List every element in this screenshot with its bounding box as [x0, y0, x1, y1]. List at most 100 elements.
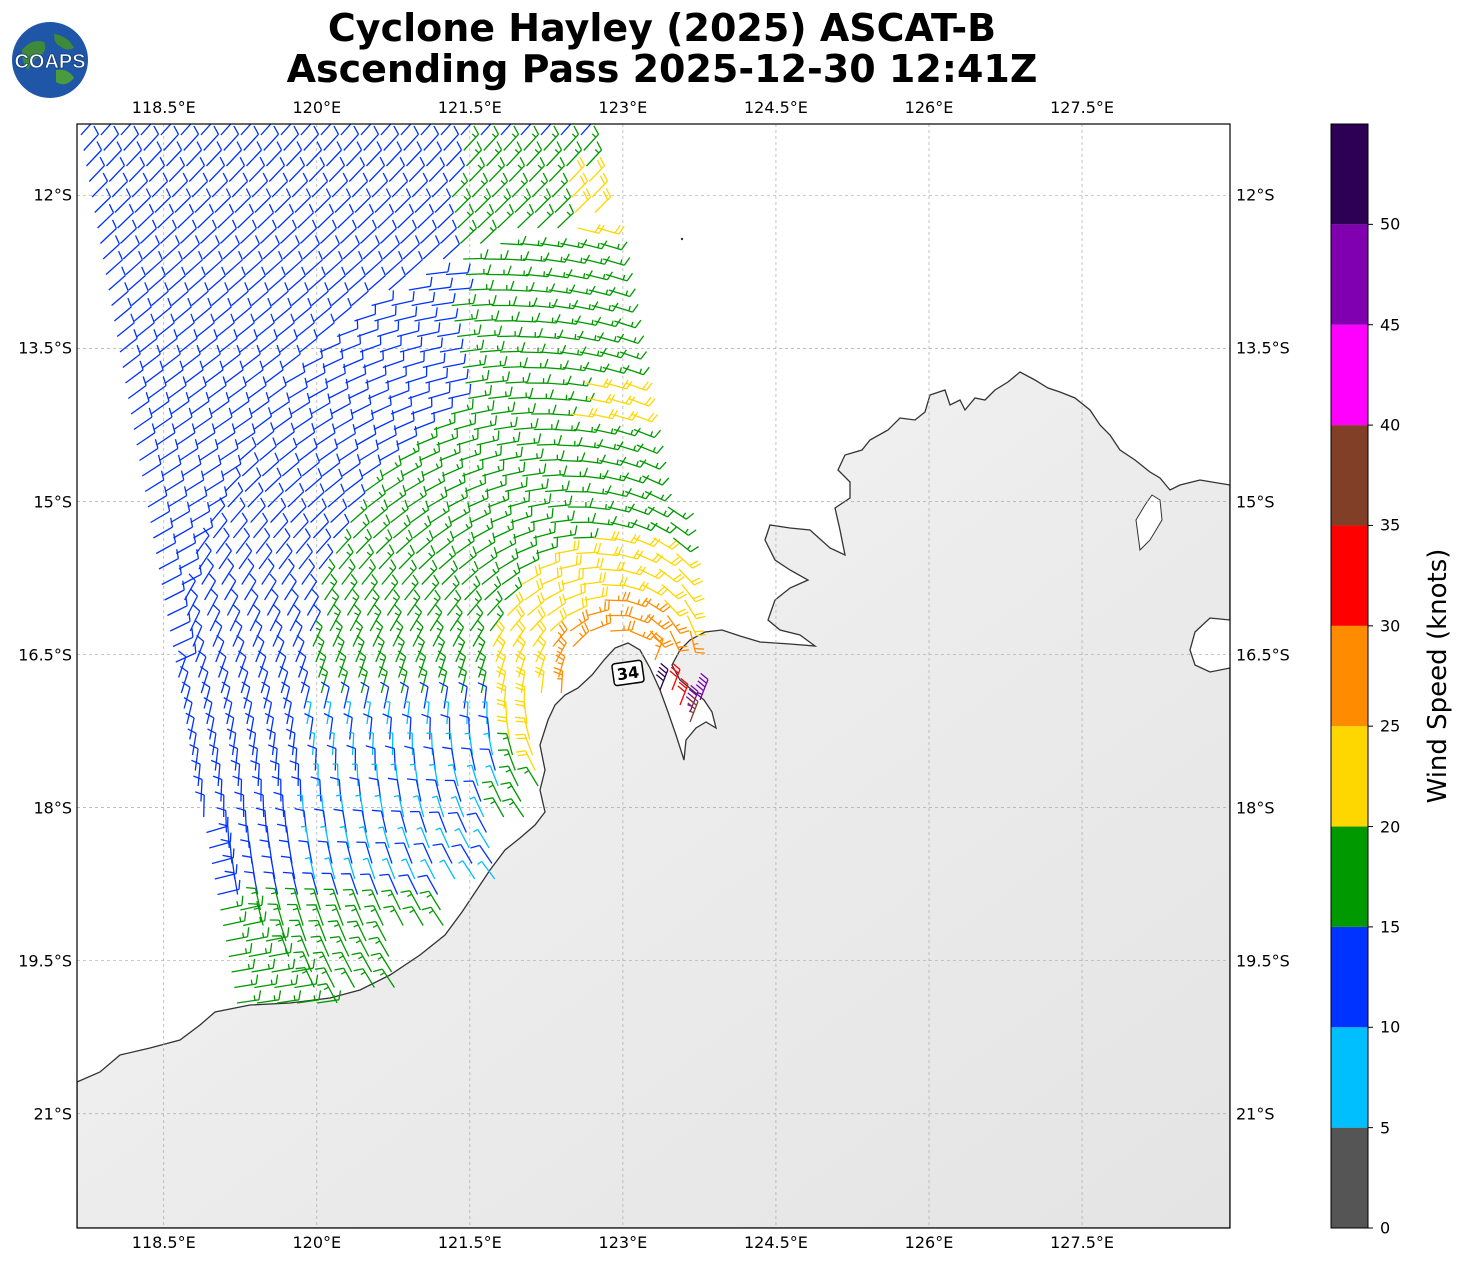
wind-barb: [413, 411, 436, 431]
wind-barb: [483, 732, 494, 756]
colorbar-bin: [1331, 425, 1368, 526]
wind-barb: [349, 936, 370, 957]
wind-barb: [225, 250, 243, 275]
wind-barb: [468, 385, 493, 400]
wind-barb: [249, 604, 261, 632]
wind-barb: [555, 635, 567, 663]
wind-barb: [428, 763, 439, 787]
wind-barb: [325, 700, 332, 725]
wind-barb: [119, 219, 137, 244]
wind-barb: [419, 337, 443, 353]
wind-barb: [321, 558, 336, 585]
wind-barb: [345, 700, 352, 725]
wind-barb: [151, 172, 169, 198]
wind-barb: [100, 124, 112, 136]
wind-barb: [348, 732, 355, 756]
wind-barb: [303, 125, 320, 151]
wind-barb: [417, 874, 439, 895]
wind-barb: [268, 744, 278, 771]
wind-barb: [261, 558, 275, 585]
wind-barb: [529, 606, 546, 632]
wind-barb: [304, 573, 318, 601]
wind-barb: [361, 454, 382, 477]
wind-barb: [269, 604, 281, 632]
wind-barb: [401, 455, 423, 477]
wind-barb: [396, 426, 418, 446]
wind-barb: [125, 250, 143, 275]
wind-barb: [279, 665, 289, 694]
wind-barb: [230, 497, 246, 523]
wind-barb: [222, 344, 241, 369]
wind-barb: [514, 716, 531, 740]
wind-barb: [453, 516, 473, 539]
wind-barb: [224, 870, 239, 895]
wind-barb: [390, 499, 409, 524]
wind-barb: [504, 576, 523, 601]
wind-barb: [204, 470, 225, 493]
wind-barb: [342, 349, 364, 369]
wind-barb: [230, 392, 250, 415]
wind-barb: [248, 266, 266, 291]
wind-barb: [111, 282, 129, 306]
wind-barb: [630, 412, 659, 423]
wind-barb: [335, 528, 352, 554]
wind-barb: [167, 486, 188, 508]
wind-barb: [442, 457, 464, 477]
wind-barb: [173, 297, 192, 322]
wind-barb: [479, 219, 497, 244]
colorbar-tick-label: 30: [1380, 616, 1401, 636]
wind-barb: [111, 172, 129, 198]
wind-barb: [212, 775, 223, 802]
wind-barb: [451, 172, 469, 198]
wind-barb: [404, 574, 419, 601]
wind-barb: [199, 329, 218, 353]
wind-barb: [247, 376, 267, 400]
wind-barb: [281, 681, 291, 709]
wind-barb: [234, 974, 259, 989]
wind-barb: [464, 473, 487, 493]
wind-barb: [438, 666, 448, 694]
wind-barb: [515, 650, 526, 678]
wind-barb: [246, 588, 259, 616]
wind-barb: [262, 697, 273, 725]
wind-barb: [233, 297, 252, 322]
colorbar-outline: [1330, 123, 1369, 1229]
wind-barb: [211, 282, 229, 306]
wind-barb: [355, 528, 373, 554]
wind-barb: [128, 156, 146, 182]
wind-barb: [193, 297, 212, 322]
wind-barb: [395, 529, 413, 554]
wind-barb: [204, 573, 217, 601]
wind-barb: [639, 459, 667, 470]
wind-barb: [613, 427, 641, 437]
wind-barb: [531, 404, 557, 415]
wind-barb: [669, 662, 681, 691]
wind-barb: [488, 386, 513, 400]
wind-barb: [277, 650, 287, 678]
wind-barb: [250, 759, 260, 787]
wind-barb: [278, 543, 293, 570]
wind-barb: [686, 615, 706, 637]
wind-barb: [369, 604, 382, 632]
wind-barb: [574, 316, 602, 326]
wind-barb: [583, 125, 600, 151]
wind-barb: [333, 408, 354, 431]
wind-barb: [103, 125, 120, 151]
wind-barb: [340, 124, 352, 136]
wind-barb: [251, 775, 262, 802]
wind-barb: [245, 927, 270, 942]
wind-barb: [328, 266, 346, 291]
wind-barb: [285, 362, 306, 384]
wind-barb: [243, 697, 253, 725]
wind-barb: [547, 593, 567, 617]
wind-barb: [425, 262, 451, 276]
wind-barb: [288, 156, 306, 182]
wind-barb: [307, 744, 317, 771]
wind-barb: [514, 312, 541, 323]
wind-barb: [156, 423, 176, 446]
wind-barb: [568, 285, 596, 295]
wind-barb: [214, 864, 238, 880]
wind-barb: [394, 188, 412, 213]
wind-barb: [247, 482, 264, 508]
wind-barb: [567, 596, 588, 617]
